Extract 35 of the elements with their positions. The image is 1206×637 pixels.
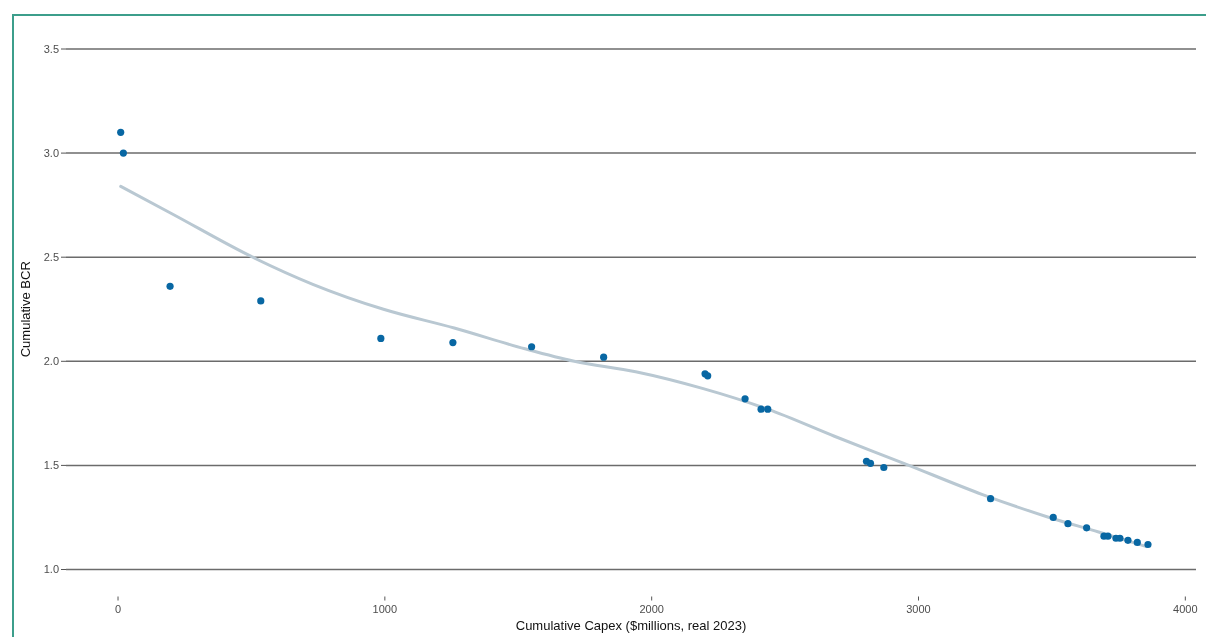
y-tick-label: 2.0 (43, 355, 59, 368)
point (600, 353, 608, 361)
y-tick-label: 1.5 (43, 459, 59, 472)
y-tick-label: 3.5 (43, 42, 59, 55)
x-tick-label: 1000 (372, 602, 398, 615)
point (166, 282, 174, 290)
point (1133, 538, 1141, 547)
point (757, 405, 765, 413)
point (1116, 534, 1124, 542)
point (986, 495, 995, 503)
y-tick-label: 3.0 (43, 147, 59, 160)
point (1104, 532, 1112, 540)
x-tick-label: 0 (114, 602, 122, 615)
point (764, 405, 772, 413)
point (1083, 524, 1091, 532)
point (377, 334, 385, 342)
point (1144, 540, 1152, 549)
x-tick-label: 4000 (1173, 602, 1198, 615)
point (741, 395, 749, 403)
point (1049, 513, 1057, 522)
y-tick-label: 2.5 (43, 251, 59, 264)
point (117, 128, 125, 136)
point (866, 459, 875, 467)
point (1124, 536, 1132, 544)
point (119, 149, 127, 157)
point (880, 463, 888, 472)
y-axis-title: Cumulative BCR (18, 261, 33, 358)
y-tick-label: 1.0 (43, 563, 59, 576)
point (1064, 520, 1072, 528)
x-tick-label: 3000 (906, 602, 931, 615)
point (257, 297, 265, 305)
point (449, 338, 457, 347)
x-tick-label: 2000 (639, 602, 664, 615)
x-axis-title: Cumulative Capex ($millions, real 2023) (515, 617, 747, 633)
point (528, 343, 536, 351)
